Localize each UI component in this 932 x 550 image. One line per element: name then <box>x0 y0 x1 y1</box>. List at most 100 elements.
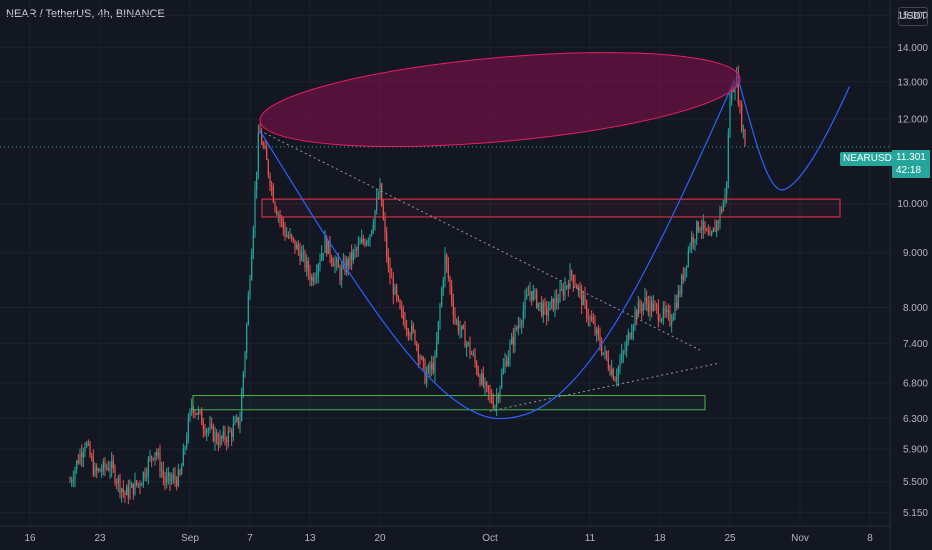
last-price: 11.301 <box>896 152 926 163</box>
candle-body <box>167 472 169 477</box>
candle-body <box>647 303 649 313</box>
candle-body <box>557 301 559 303</box>
candle-body <box>387 256 389 266</box>
candle-body <box>546 306 548 316</box>
drawings <box>0 52 890 420</box>
candle-body <box>164 476 166 484</box>
candle-body <box>507 356 509 366</box>
candle-body <box>682 275 684 280</box>
candle-body <box>624 350 626 352</box>
candle-body <box>612 369 614 380</box>
candle-body <box>449 277 451 287</box>
candle-body <box>489 391 491 395</box>
candle-body <box>109 468 111 471</box>
candle-body <box>186 439 188 448</box>
candle-body <box>116 482 118 484</box>
candle-body <box>527 294 529 296</box>
candle-body <box>209 424 211 430</box>
candle-body <box>221 436 223 439</box>
candle-body <box>702 221 704 230</box>
candle-body <box>549 301 551 311</box>
candle-body <box>292 237 294 240</box>
candle-body <box>541 302 543 316</box>
candle-body <box>609 368 611 375</box>
currency-button[interactable]: USDT <box>898 7 928 26</box>
candle-body <box>171 478 173 482</box>
candle-body <box>126 486 128 496</box>
candle-body <box>157 453 159 456</box>
candle-body <box>592 320 594 323</box>
candle-body <box>454 315 456 321</box>
candle-body <box>189 410 191 419</box>
candle-body <box>362 238 364 242</box>
candle-body <box>459 329 461 332</box>
candle-body <box>366 241 368 245</box>
candle-body <box>462 325 464 329</box>
candle-body <box>216 432 218 442</box>
candle-body <box>626 340 628 351</box>
candle-body <box>529 291 531 295</box>
candle-body <box>182 448 184 467</box>
candles <box>69 65 746 505</box>
candle-body <box>667 310 669 312</box>
candle-body <box>322 253 324 255</box>
candle-body <box>81 453 83 458</box>
candle-body <box>339 267 341 280</box>
candle-body <box>364 241 366 245</box>
candle-body <box>326 236 328 254</box>
candle-body <box>174 475 176 480</box>
candle-body <box>479 375 481 385</box>
candle-body <box>477 371 479 376</box>
y-axis: 15.000 14.000 13.000 12.000 10.000 9.000 8.000… <box>897 11 928 519</box>
candle-body <box>636 310 638 318</box>
candle-body <box>379 183 381 197</box>
candle-body <box>196 413 198 415</box>
candle-body <box>657 306 659 320</box>
candle-body <box>416 343 418 346</box>
candle-body <box>77 460 79 464</box>
candle-body <box>319 260 321 266</box>
candle-body <box>179 470 181 475</box>
candle-body <box>224 431 226 441</box>
resistance-zone <box>261 198 841 218</box>
candle-body <box>71 481 73 483</box>
candle-body <box>107 467 109 471</box>
candle-body <box>411 325 413 336</box>
candle-body <box>86 443 88 447</box>
candle-body <box>709 234 711 236</box>
candle-body <box>266 147 268 161</box>
candle-body <box>707 230 709 235</box>
candle-body <box>629 333 631 339</box>
candle-body <box>467 342 469 344</box>
candle-body <box>586 301 588 318</box>
candle-body <box>434 356 436 372</box>
candle-body <box>654 303 656 305</box>
candle-body <box>559 289 561 302</box>
candle-body <box>392 278 394 295</box>
candle-body <box>267 160 269 176</box>
candle-body <box>282 219 284 229</box>
candle-body <box>469 342 471 354</box>
candle-body <box>729 102 731 135</box>
candle-body <box>581 289 583 306</box>
candle-body <box>417 345 419 359</box>
candle-body <box>721 209 723 212</box>
candle-body <box>406 327 408 330</box>
candle-body <box>274 202 276 210</box>
candle-body <box>251 254 253 280</box>
candle-body <box>482 373 484 386</box>
candle-body <box>554 297 556 311</box>
y-tick-label: 5.900 <box>903 445 928 456</box>
candle-body <box>539 302 541 304</box>
chart-title: NEAR / TetherUS, 4h, BINANCE <box>6 8 165 20</box>
candle-body <box>594 322 596 334</box>
candle-body <box>497 396 499 399</box>
candle-body <box>511 336 513 345</box>
candle-body <box>176 479 178 486</box>
candle-body <box>436 340 438 357</box>
candle-body <box>104 461 106 468</box>
candle-body <box>659 319 661 321</box>
candle-body <box>589 317 591 320</box>
candle-body <box>404 319 406 328</box>
